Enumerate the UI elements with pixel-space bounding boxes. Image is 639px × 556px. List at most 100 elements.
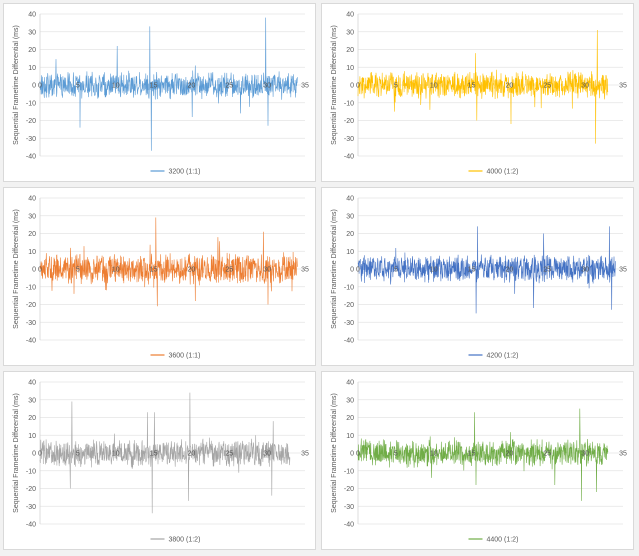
y-tick-label: -20: [26, 118, 36, 125]
y-tick-label: -40: [26, 154, 36, 161]
x-tick-label: 0: [356, 267, 360, 274]
series-line: [357, 226, 616, 314]
y-tick-label: 30: [346, 29, 354, 36]
y-tick-label: -20: [26, 486, 36, 493]
y-tick-label: -30: [344, 504, 354, 511]
y-tick-label: 0: [32, 267, 36, 274]
y-tick-label: -30: [26, 320, 36, 327]
x-tick-label: 35: [301, 83, 309, 90]
y-tick-label: -40: [344, 522, 354, 529]
y-tick-label: 30: [28, 397, 36, 404]
y-tick-label: -10: [344, 100, 354, 107]
y-tick-label: 10: [28, 65, 36, 72]
y-tick-label: 40: [346, 196, 354, 203]
x-tick-label: 35: [619, 267, 627, 274]
x-tick-label: 25: [225, 267, 233, 274]
x-tick-label: 25: [543, 267, 551, 274]
y-axis-title: Sequential Frametime Differential (ms): [331, 209, 338, 329]
x-tick-label: 30: [263, 451, 271, 458]
y-axis-title: Sequential Frametime Differential (ms): [13, 25, 20, 145]
y-tick-label: 20: [28, 231, 36, 238]
x-tick-label: 15: [468, 451, 476, 458]
y-tick-label: -10: [344, 284, 354, 291]
x-tick-label: 20: [188, 451, 196, 458]
y-tick-label: 20: [346, 415, 354, 422]
y-tick-label: 40: [346, 380, 354, 387]
y-tick-label: 40: [28, 196, 36, 203]
x-tick-label: 35: [619, 83, 627, 90]
y-tick-label: 40: [28, 12, 36, 19]
y-tick-label: 30: [346, 213, 354, 220]
series-line: [357, 29, 609, 144]
y-tick-label: -10: [26, 468, 36, 475]
series-line: [39, 392, 291, 514]
y-tick-label: -40: [26, 338, 36, 345]
chart-panel-4000: 40 30 20 10 0 -10 -20 -30 -40 Sequential Frametim…: [321, 3, 634, 182]
x-tick-label: 10: [430, 267, 438, 274]
y-tick-label: 0: [32, 83, 36, 90]
y-tick-label: -10: [344, 468, 354, 475]
series-line: [39, 17, 298, 151]
x-tick-label: 25: [225, 83, 233, 90]
x-tick-label: 10: [430, 451, 438, 458]
x-tick-label: 5: [76, 267, 80, 274]
x-tick-label: 0: [356, 83, 360, 90]
chart-svg: 40 30 20 10 0 -10 -20 -30 -40 Sequential Frametim…: [13, 12, 309, 176]
chart-panel-3200: 40 30 20 10 0 -10 -20 -30 -40 Sequential Frametim…: [3, 3, 316, 182]
x-tick-label: 20: [506, 451, 514, 458]
y-tick-label: -40: [344, 338, 354, 345]
x-tick-label: 0: [38, 267, 42, 274]
y-tick-label: -30: [344, 136, 354, 143]
y-tick-label: -30: [344, 320, 354, 327]
x-tick-label: 10: [112, 83, 120, 90]
y-tick-label: 0: [32, 451, 36, 458]
x-tick-label: 0: [38, 451, 42, 458]
x-tick-label: 30: [263, 267, 271, 274]
x-tick-label: 20: [506, 83, 514, 90]
x-tick-label: 35: [619, 451, 627, 458]
chart-panel-4400: 40 30 20 10 0 -10 -20 -30 -40 Sequential Frametim…: [321, 371, 634, 550]
y-tick-label: -20: [344, 486, 354, 493]
x-tick-label: 5: [394, 83, 398, 90]
y-tick-label: 20: [346, 47, 354, 54]
x-tick-label: 10: [112, 267, 120, 274]
y-tick-label: -10: [26, 100, 36, 107]
y-tick-label: 0: [350, 83, 354, 90]
y-tick-label: 10: [346, 65, 354, 72]
y-tick-label: -20: [344, 302, 354, 309]
legend-label: 4200 (1:2): [487, 353, 519, 360]
x-tick-label: 25: [543, 451, 551, 458]
x-tick-label: 5: [394, 451, 398, 458]
legend-label: 3600 (1:1): [169, 353, 201, 360]
y-axis-title: Sequential Frametime Differential (ms): [331, 393, 338, 513]
x-tick-label: 5: [76, 451, 80, 458]
y-tick-label: -20: [344, 118, 354, 125]
legend-label: 3200 (1:1): [169, 169, 201, 176]
legend-label: 4400 (1:2): [487, 537, 519, 544]
x-tick-label: 25: [225, 451, 233, 458]
x-tick-label: 30: [581, 451, 589, 458]
y-tick-label: -10: [26, 284, 36, 291]
chart-panel-4200: 40 30 20 10 0 -10 -20 -30 -40 Sequential Frametim…: [321, 187, 634, 366]
x-tick-label: 20: [188, 83, 196, 90]
x-tick-label: 5: [76, 83, 80, 90]
y-tick-label: 0: [350, 451, 354, 458]
x-tick-label: 20: [188, 267, 196, 274]
y-axis-title: Sequential Frametime Differential (ms): [331, 25, 338, 145]
y-tick-label: 30: [346, 397, 354, 404]
x-tick-label: 15: [468, 267, 476, 274]
x-tick-label: 25: [543, 83, 551, 90]
y-tick-label: 10: [346, 433, 354, 440]
y-tick-label: -30: [26, 136, 36, 143]
y-axis-title: Sequential Frametime Differential (ms): [13, 393, 20, 513]
y-tick-label: -30: [26, 504, 36, 511]
series-line: [357, 408, 609, 501]
y-axis-title: Sequential Frametime Differential (ms): [13, 209, 20, 329]
x-tick-label: 30: [581, 83, 589, 90]
x-tick-label: 30: [263, 83, 271, 90]
y-tick-label: 20: [346, 231, 354, 238]
legend-label: 4000 (1:2): [487, 169, 519, 176]
chart-panel-3600: 40 30 20 10 0 -10 -20 -30 -40 Sequential Frametim…: [3, 187, 316, 366]
y-tick-label: 10: [346, 249, 354, 256]
chart-svg: 40 30 20 10 0 -10 -20 -30 -40 Sequential Frametim…: [13, 380, 309, 544]
